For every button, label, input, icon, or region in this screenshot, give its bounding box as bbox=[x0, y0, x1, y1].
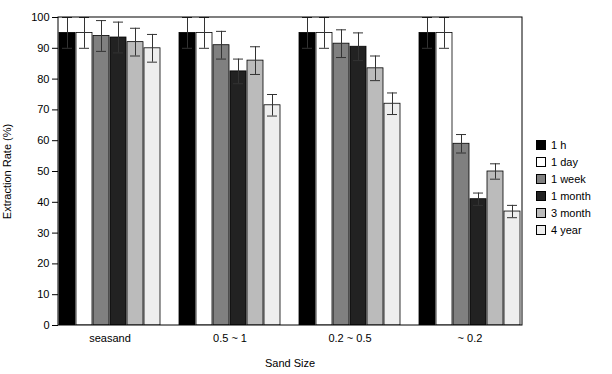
html-text:1 h: 1 h bbox=[551, 138, 567, 151]
svg-text:0.5 ~ 1: 0.5 ~ 1 bbox=[213, 332, 247, 344]
svg-text:20: 20 bbox=[37, 257, 49, 269]
svg-text:60: 60 bbox=[37, 134, 49, 146]
svg-text:40: 40 bbox=[37, 196, 49, 208]
svg-text:100: 100 bbox=[31, 11, 49, 23]
html-text:1 week: 1 week bbox=[551, 172, 586, 185]
html-text:1 day: 1 day bbox=[551, 155, 578, 168]
svg-text:30: 30 bbox=[37, 227, 49, 239]
svg-text:80: 80 bbox=[37, 73, 49, 85]
svg-text:0.2 ~ 0.5: 0.2 ~ 0.5 bbox=[328, 332, 371, 344]
svg-text:seasand: seasand bbox=[89, 332, 131, 344]
svg-text:Extraction Rate (%): Extraction Rate (%) bbox=[1, 124, 13, 219]
svg-text:~ 0.2: ~ 0.2 bbox=[458, 332, 483, 344]
svg-text:0: 0 bbox=[43, 319, 49, 331]
html-text:4 year: 4 year bbox=[551, 223, 582, 236]
html-text:3 month: 3 month bbox=[551, 206, 591, 219]
svg-text:10: 10 bbox=[37, 288, 49, 300]
svg-text:70: 70 bbox=[37, 103, 49, 115]
html-text:1 month: 1 month bbox=[551, 189, 591, 202]
svg-text:90: 90 bbox=[37, 42, 49, 54]
svg-text:Sand Size: Sand Size bbox=[265, 357, 315, 369]
svg-text:50: 50 bbox=[37, 165, 49, 177]
